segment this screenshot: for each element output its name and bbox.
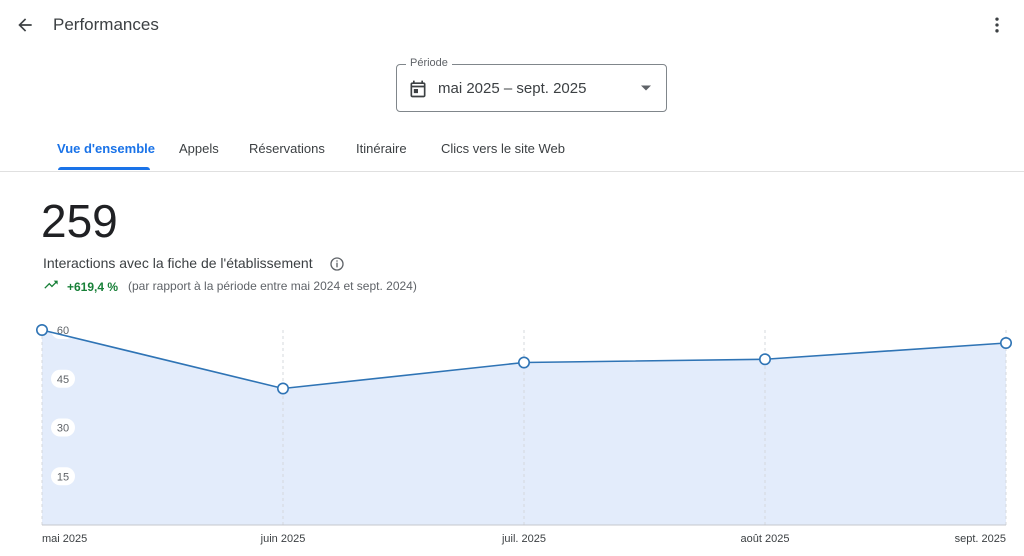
y-tick-background	[51, 418, 75, 437]
y-tick-background	[51, 467, 75, 486]
tab-bookings[interactable]: Réservations	[249, 141, 325, 156]
x-tick-label: juin 2025	[260, 533, 306, 545]
tab-directions[interactable]: Itinéraire	[356, 141, 407, 156]
y-tick-background	[51, 369, 75, 388]
y-tick-label: 15	[57, 471, 69, 483]
data-point	[999, 336, 1012, 349]
more-vert-icon	[995, 17, 999, 33]
y-tick-background	[51, 321, 75, 339]
comparison-text: (par rapport à la période entre mai 2024…	[128, 279, 417, 293]
tab-calls[interactable]: Appels	[179, 141, 219, 156]
dropdown-arrow-icon	[641, 85, 651, 91]
tab-bar: Vue d'ensemble Appels Réservations Itiné…	[0, 130, 1024, 172]
active-tab-indicator	[58, 167, 150, 170]
x-tick-label: mai 2025	[42, 533, 87, 545]
metric-label: Interactions avec la fiche de l'établiss…	[43, 255, 313, 271]
data-point	[276, 382, 289, 395]
period-label: Période	[406, 57, 452, 69]
data-point	[35, 323, 48, 336]
tab-website-clicks[interactable]: Clics vers le site Web	[441, 141, 566, 156]
calendar-icon	[410, 80, 426, 98]
more-options-button[interactable]	[984, 12, 1010, 38]
app-header: Performances	[0, 0, 1024, 50]
data-point	[517, 356, 530, 369]
tab-overview[interactable]: Vue d'ensemble	[57, 141, 155, 156]
back-button[interactable]	[12, 12, 38, 38]
x-tick-label: sept. 2025	[955, 533, 1006, 545]
arrow-back-icon	[18, 18, 32, 32]
period-value: mai 2025 – sept. 2025	[438, 80, 587, 97]
info-icon[interactable]	[329, 256, 345, 272]
x-tick-label: juil. 2025	[501, 533, 546, 545]
trending-up-icon	[44, 280, 58, 289]
interactions-count: 259	[41, 195, 118, 247]
data-point	[758, 353, 771, 366]
x-tick-label: août 2025	[741, 533, 790, 545]
page-title: Performances	[53, 15, 159, 34]
y-tick-label: 45	[57, 374, 69, 386]
change-percentage: +619,4 %	[67, 280, 119, 294]
period-select[interactable]: Période mai 2025 – sept. 2025	[396, 57, 667, 112]
y-tick-label: 30	[57, 423, 69, 435]
